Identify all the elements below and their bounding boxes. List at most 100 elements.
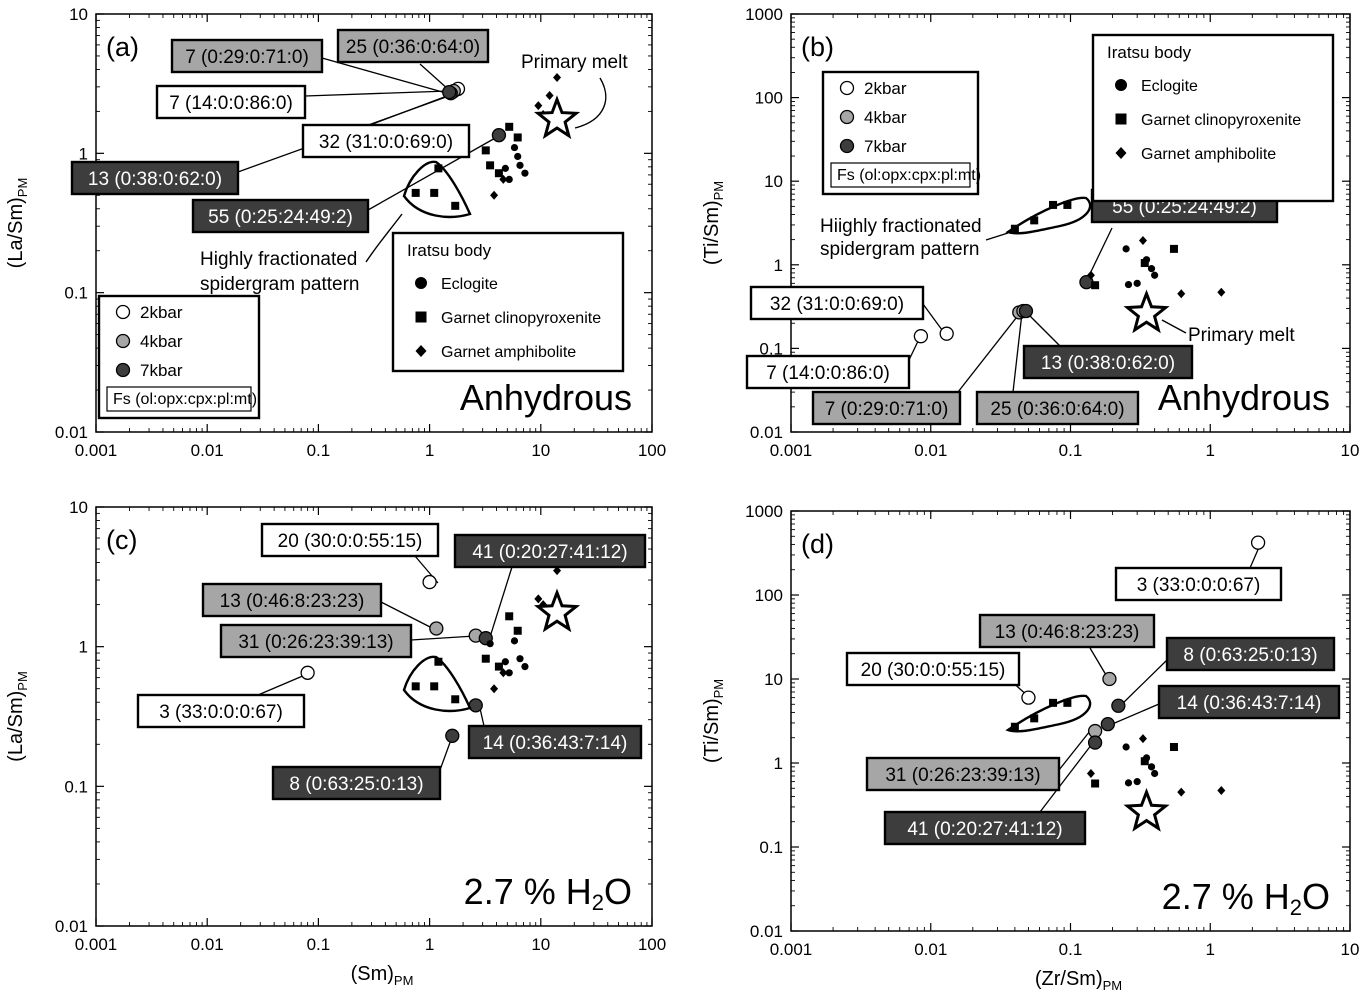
x-tick-label: 10 — [531, 441, 550, 460]
point-garnet-clinopyroxenite — [1091, 281, 1100, 290]
x-tick-label: 0.1 — [307, 935, 331, 954]
callout-label: 20 (30:0:0:55:15) — [861, 660, 1006, 681]
x-tick-label: 0.001 — [770, 940, 813, 959]
legend-item-label: 2kbar — [864, 79, 907, 98]
point-2kbar — [913, 329, 929, 344]
legend-marker-7kbar — [839, 138, 855, 154]
panel-label: (a) — [106, 32, 139, 62]
callout-label: 13 (0:38:0:62:0) — [1041, 353, 1175, 374]
point-garnet-clinopyroxenite — [494, 662, 503, 671]
y-axis-label: (Ti/Sm)PM — [701, 679, 726, 763]
condition-sub: 2 — [1290, 895, 1302, 920]
point-garnet-clinopyroxenite — [505, 122, 514, 131]
x-tick-label: 0.001 — [75, 441, 118, 460]
callout-box — [453, 533, 647, 569]
point-garnet-clinopyroxenite — [1049, 698, 1058, 707]
leader-fractionated-b — [985, 232, 1009, 241]
point-garnet-clinopyroxenite — [430, 188, 439, 197]
point-garnet-clinopyroxenite — [513, 133, 522, 142]
annotation-primary-melt: Primary melt — [521, 52, 628, 73]
x-tick-label: 1 — [1206, 441, 1215, 460]
x-tick-label: 0.001 — [75, 935, 118, 954]
leader-line — [257, 674, 306, 696]
point-garnet-amphibolite — [545, 91, 554, 101]
condition-label: 2.7 % H2O — [1162, 876, 1330, 920]
panel-label: (d) — [801, 529, 834, 559]
x-tick-label: 100 — [638, 441, 666, 460]
point-eclogite — [521, 662, 529, 671]
callout-box — [271, 765, 442, 801]
callout-label: 25 (0:36:0:64:0) — [346, 37, 480, 58]
point-eclogite — [501, 164, 509, 172]
legend-marker-2kbar — [115, 304, 131, 320]
condition-text: Anhydrous — [460, 377, 632, 418]
x-tick-label: 0.1 — [1059, 940, 1083, 959]
point-garnet-clinopyroxenite — [1030, 216, 1039, 225]
legend-item-label: Eclogite — [441, 276, 498, 293]
legend-item-label: Garnet amphibolite — [1141, 146, 1276, 163]
annotation-fractionated-line2: spidergram pattern — [820, 239, 979, 260]
condition-tail: O — [1302, 876, 1330, 917]
callout-label: 25 (0:36:0:64:0) — [990, 399, 1124, 420]
legend-item-label: 7kbar — [864, 137, 907, 156]
callout-label: 13 (0:46:8:23:23) — [995, 622, 1140, 643]
callout-box — [1165, 636, 1336, 672]
callout-box — [136, 693, 306, 729]
point-garnet-amphibolite — [553, 73, 562, 83]
annotation-fractionated-line1: Highly fractionated — [200, 249, 357, 270]
x-tick-label: 100 — [638, 935, 666, 954]
point-7kbar — [491, 128, 507, 143]
callout-label: 13 (0:46:8:23:23) — [220, 591, 365, 612]
condition-text: 2.7 % H — [464, 871, 592, 912]
callout-label: 3 (33:0:0:0:67) — [159, 702, 283, 723]
leader-line — [380, 601, 435, 630]
y-tick-label: 100 — [755, 89, 783, 108]
legend-fs-box — [106, 386, 252, 412]
point-garnet-clinopyroxenite — [1091, 779, 1100, 788]
point-garnet-amphibolite — [1217, 786, 1226, 796]
point-eclogite — [1151, 769, 1159, 778]
point-garnet-amphibolite — [1217, 287, 1226, 297]
point-garnet-amphibolite — [1138, 734, 1147, 744]
y-tick-label: 0.1 — [64, 284, 88, 303]
condition-tail: O — [604, 871, 632, 912]
point-7kbar — [468, 698, 483, 713]
point-garnet-amphibolite — [553, 566, 562, 576]
legend-fs-note: Fs (ol:opx:cpx:pl:mt) — [113, 391, 257, 408]
point-eclogite — [1151, 271, 1159, 279]
x-axis-label-main: (Zr/Sm) — [1035, 968, 1103, 990]
point-garnet-amphibolite — [1177, 289, 1186, 299]
callout-box — [845, 651, 1021, 687]
y-tick-label: 10 — [764, 172, 783, 191]
point-eclogite — [1147, 265, 1156, 273]
legend-marker-garnet-amphibolite — [415, 345, 427, 357]
callout-label: 55 (0:25:24:49:2) — [208, 207, 353, 228]
callout-label: 55 (0:25:24:49:2) — [1112, 197, 1257, 218]
x-axis-label-sub: PM — [1103, 978, 1123, 993]
y-tick-label: 10 — [69, 5, 88, 24]
point-garnet-clinopyroxenite — [1140, 757, 1149, 766]
point-2kbar — [1250, 535, 1266, 550]
callout-box — [301, 123, 471, 159]
x-tick-label: 10 — [531, 935, 550, 954]
leader-line — [1012, 312, 1023, 393]
point-eclogite — [501, 658, 509, 666]
callout-box — [155, 84, 307, 120]
callout-box — [219, 623, 413, 659]
callout-box — [865, 756, 1061, 792]
callout-label: 7 (0:29:0:71:0) — [825, 399, 949, 420]
primary-melt-star — [533, 588, 581, 633]
leader-line — [1039, 743, 1093, 813]
text-layer: 0.001 0.01 0.1 1 10 1000.010.1110(La/Sm)PM(a)… — [5, 5, 1359, 993]
point-eclogite — [521, 169, 529, 177]
annotation-fractionated-line2: spidergram pattern — [200, 274, 359, 295]
x-tick-label: 1 — [1206, 940, 1215, 959]
point-7kbar — [1111, 698, 1126, 713]
fractionation-loop-d — [1005, 694, 1092, 733]
callout-label: 7 (0:29:0:71:0) — [185, 47, 309, 68]
fractionation-loop-a — [402, 160, 472, 219]
x-axis-label: (Sm)PM — [351, 963, 414, 988]
legend-iratsu-title: Iratsu body — [1107, 43, 1192, 62]
callout-label: 41 (0:20:27:41:12) — [907, 819, 1062, 840]
point-2kbar — [300, 665, 315, 680]
